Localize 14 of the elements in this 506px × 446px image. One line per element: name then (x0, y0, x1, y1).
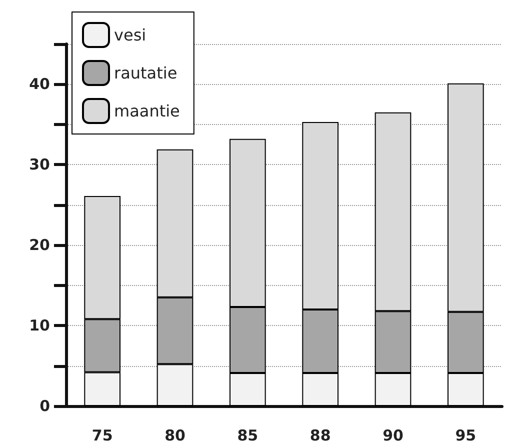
x-tick-label: 85 (237, 426, 258, 444)
y-tick-label: 10 (29, 316, 50, 335)
x-tick-label: 88 (310, 426, 331, 444)
x-tick-label: 95 (455, 426, 476, 444)
y-tick-label: 40 (29, 75, 50, 94)
x-tick-label: 90 (382, 426, 404, 444)
y-tick-label: 30 (29, 156, 50, 174)
x-tick-label: 75 (92, 426, 113, 444)
x-tick-label: 80 (164, 426, 186, 444)
y-tick-label: 20 (29, 236, 50, 254)
y-tick-label: 0 (40, 397, 50, 415)
legend-label: rautatie (114, 64, 178, 82)
legend-label: vesi (114, 26, 146, 44)
legend-label: maantie (114, 102, 180, 120)
